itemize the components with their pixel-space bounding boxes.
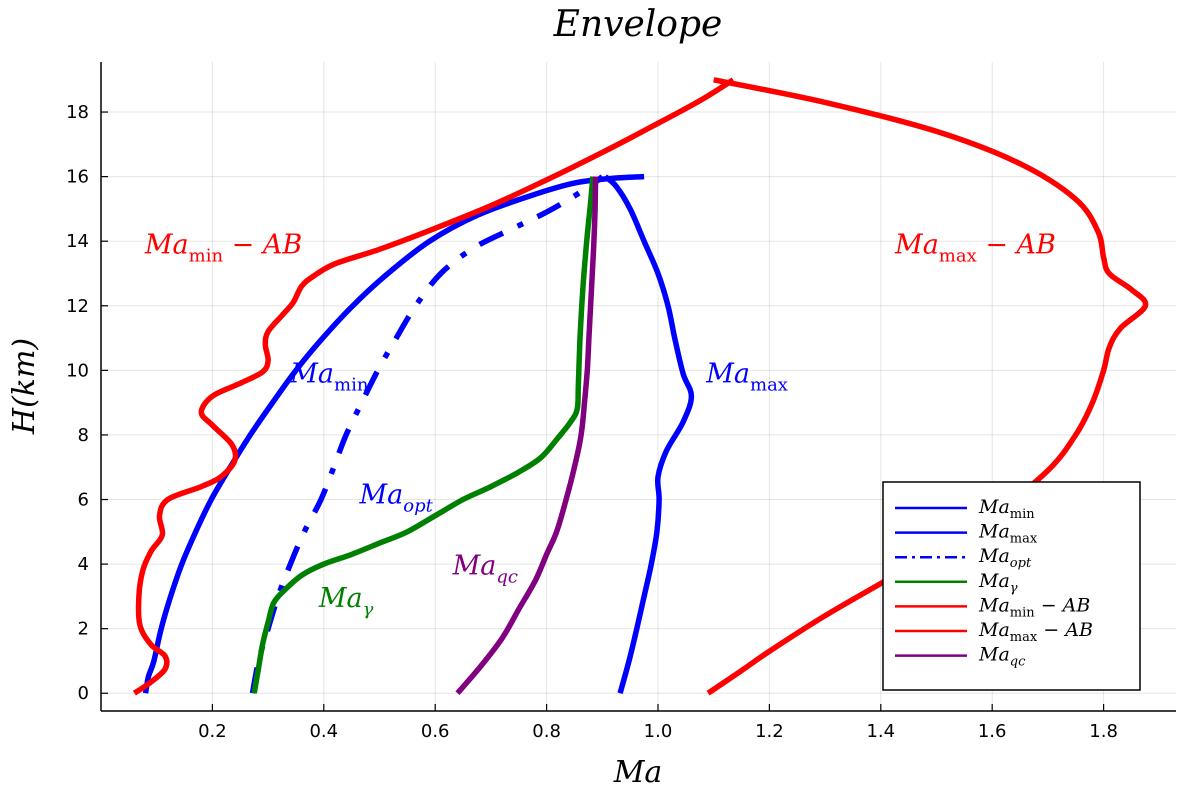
series-line-ma-max-ab <box>706 77 1149 696</box>
y-tick-label: 6 <box>78 490 89 511</box>
series-line-ma-min <box>142 173 645 694</box>
y-tick-label: 16 <box>66 167 89 188</box>
annotation-label-qc: Maqc <box>452 551 518 588</box>
annotation-label-max: Mamax − AB <box>894 229 1056 266</box>
x-tick-label: 0.2 <box>198 721 227 742</box>
series-layer <box>132 77 1149 696</box>
x-tick-label: 0.4 <box>309 721 338 742</box>
annotation-label-min: Mamin − AB <box>144 229 302 266</box>
y-axis-label: H(km) <box>7 338 42 435</box>
series-line-ma-max <box>603 174 695 694</box>
legend-entry: Maγ <box>978 570 1018 596</box>
legend-entry: Mamin <box>978 496 1035 522</box>
y-tick-label: 14 <box>66 231 89 252</box>
axes: 0.2 0.4 0.6 0.8 1.0 1.2 1.4 1.6 1.8 0 2 4 6 8 10 12 14 16… <box>66 62 1176 742</box>
series-line-ma-qc <box>455 176 599 695</box>
legend-entry: Maqc <box>978 644 1026 670</box>
y-tick-label: 18 <box>66 102 89 123</box>
legend-entry: Mamax − AB <box>978 619 1093 645</box>
x-axis-label: Ma <box>613 755 663 790</box>
y-tick-label: 0 <box>78 683 89 704</box>
series-line-ma-opt <box>249 174 605 694</box>
x-tick-label: 0.8 <box>532 721 561 742</box>
legend-entry: Mamin − AB <box>978 594 1090 620</box>
series-line-ma-gamma <box>251 176 596 694</box>
series-line-ma-min-ab <box>132 77 735 696</box>
x-tick-label: 1.6 <box>978 721 1007 742</box>
y-tick-label: 10 <box>66 360 89 381</box>
y-tick-label: 12 <box>66 296 89 317</box>
x-tick-label: 1.4 <box>866 721 895 742</box>
annotation-label-max: Mamax <box>705 359 788 396</box>
x-tick-label: 1.8 <box>1089 721 1118 742</box>
chart-title: Envelope <box>553 4 723 45</box>
x-tick-label: 1.2 <box>755 721 784 742</box>
y-tick-label: 8 <box>78 425 89 446</box>
annotation-label-opt: Maopt <box>359 480 434 517</box>
annotation-label-min: Mamin <box>289 359 369 396</box>
x-tick-label: 1.0 <box>644 721 673 742</box>
legend-entry: Maopt <box>978 545 1032 571</box>
y-tick-label: 2 <box>78 619 89 640</box>
annotation-label-γ: Maγ <box>318 583 374 620</box>
y-tick-label: 4 <box>78 554 89 575</box>
legend-entry: Mamax <box>978 521 1038 547</box>
x-tick-label: 0.6 <box>421 721 450 742</box>
